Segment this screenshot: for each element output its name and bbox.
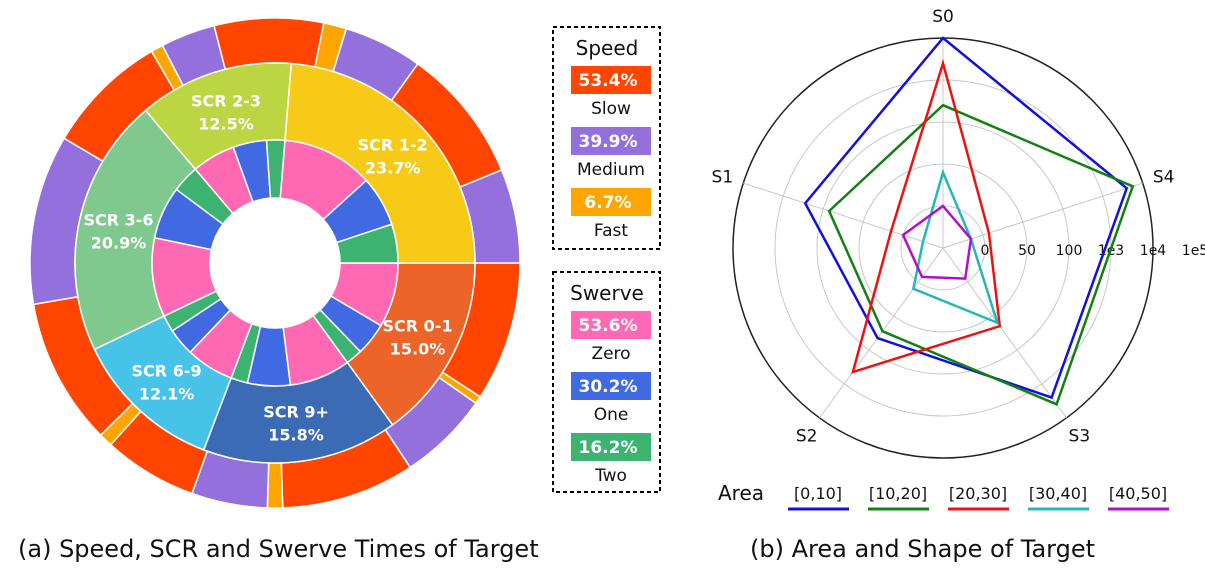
scr-label-2: SCR 6-9	[132, 362, 202, 381]
swerve-label-two: Two	[594, 466, 627, 486]
radar-axis-labels: S0 S4 S3 S2 S1	[712, 7, 1175, 447]
scr-label-4: SCR 2-3	[191, 92, 261, 111]
radar-axis-s2: S2	[796, 427, 818, 447]
speed-segment-fast-4	[266, 462, 284, 509]
area-legend: Area [0,10] [10,20] [20,30] [30,40] [40,50]	[718, 481, 1169, 511]
swerve-label-zero: Zero	[591, 344, 630, 364]
radar-axis-s4: S4	[1153, 167, 1175, 187]
swerve-legend: Swerve 53.6% Zero 30.2% One 16.2% Two	[552, 271, 661, 493]
swerve-ring	[151, 139, 399, 387]
caption-left: (a) Speed, SCR and Swerve Times of Targe…	[18, 535, 539, 563]
radar-axis-s0: S0	[932, 7, 954, 27]
scr-ring	[74, 62, 476, 464]
speed-swatch-fast	[571, 188, 651, 216]
speed-swatch-slow	[571, 66, 651, 94]
radar-tick-0: 0	[981, 243, 990, 259]
swerve-legend-box	[552, 271, 661, 493]
radar-series-4	[901, 204, 973, 280]
radar-tick-5: 1e5	[1182, 243, 1205, 259]
speed-swatch-medium	[571, 127, 651, 155]
scr-label-1: SCR 9+	[263, 403, 329, 422]
radar-spoke-3	[819, 247, 944, 419]
speed-value-slow: 53.4%	[579, 71, 638, 91]
sunburst-chart: SCR 0-1 15.0% SCR 9+ 15.8% SCR 6-9 12.1% SCR 3…	[29, 17, 521, 509]
swerve-segment-two-17	[335, 223, 399, 264]
speed-segment-slow-13	[213, 17, 325, 71]
speed-legend-title: Speed	[576, 36, 639, 60]
scr-labels: SCR 0-1 15.0% SCR 9+ 15.8% SCR 6-9 12.1% SCR 3…	[84, 92, 453, 445]
area-legend-title: Area	[718, 481, 764, 505]
scr-value-1: 15.8%	[268, 426, 324, 445]
scr-value-4: 12.5%	[198, 115, 254, 134]
radar-axis-s1: S1	[712, 167, 734, 187]
radar-tick-4: 1e4	[1140, 243, 1167, 259]
swerve-swatch-zero	[571, 311, 651, 339]
speed-value-medium: 39.9%	[579, 132, 638, 152]
area-legend-label-1: [10,20]	[869, 484, 927, 503]
radar-series-0	[803, 36, 1129, 400]
speed-label-slow: Slow	[591, 99, 631, 119]
radar-grid	[732, 37, 1154, 459]
speed-ring	[29, 17, 521, 509]
speed-value-fast: 6.7%	[584, 193, 631, 213]
radar-tick-labels: 0 50 100 1e3 1e4 1e5	[981, 243, 1205, 259]
swerve-value-zero: 53.6%	[579, 316, 638, 336]
scr-value-0: 15.0%	[390, 340, 446, 359]
area-legend-label-4: [40,50]	[1109, 484, 1167, 503]
radar-series-1	[827, 103, 1135, 406]
area-legend-label-2: [20,30]	[949, 484, 1007, 503]
area-legend-label-3: [30,40]	[1029, 484, 1087, 503]
radar-series	[803, 36, 1135, 406]
radar-tick-1: 50	[1018, 243, 1036, 259]
scr-label-3: SCR 3-6	[84, 211, 154, 230]
swerve-swatch-two	[571, 433, 651, 461]
speed-label-fast: Fast	[594, 221, 628, 241]
speed-legend: Speed 53.4% Slow 39.9% Medium 6.7% Fast	[552, 26, 661, 250]
scr-value-3: 20.9%	[91, 234, 147, 253]
swerve-value-two: 16.2%	[579, 438, 638, 458]
swerve-value-one: 30.2%	[579, 377, 638, 397]
radar-tick-2: 100	[1056, 243, 1083, 259]
scr-label-0: SCR 0-1	[383, 317, 453, 336]
area-legend-label-0: [0,10]	[794, 484, 842, 503]
radar-spoke-4	[743, 182, 944, 249]
swerve-swatch-one	[571, 372, 651, 400]
radar-series-2	[851, 58, 1002, 374]
caption-right: (b) Area and Shape of Target	[750, 535, 1095, 563]
scr-value-5: 23.7%	[365, 159, 421, 178]
radar-spoke-2	[942, 247, 1067, 419]
speed-legend-box	[552, 26, 661, 250]
radar-spoke-1	[942, 182, 1143, 249]
swerve-label-one: One	[594, 405, 629, 425]
scr-label-5: SCR 1-2	[358, 136, 428, 155]
speed-label-medium: Medium	[577, 160, 645, 180]
radar-series-3	[911, 168, 1000, 325]
radar-axis-s3: S3	[1069, 427, 1091, 447]
scr-value-2: 12.1%	[139, 385, 195, 404]
swerve-legend-title: Swerve	[570, 281, 644, 305]
